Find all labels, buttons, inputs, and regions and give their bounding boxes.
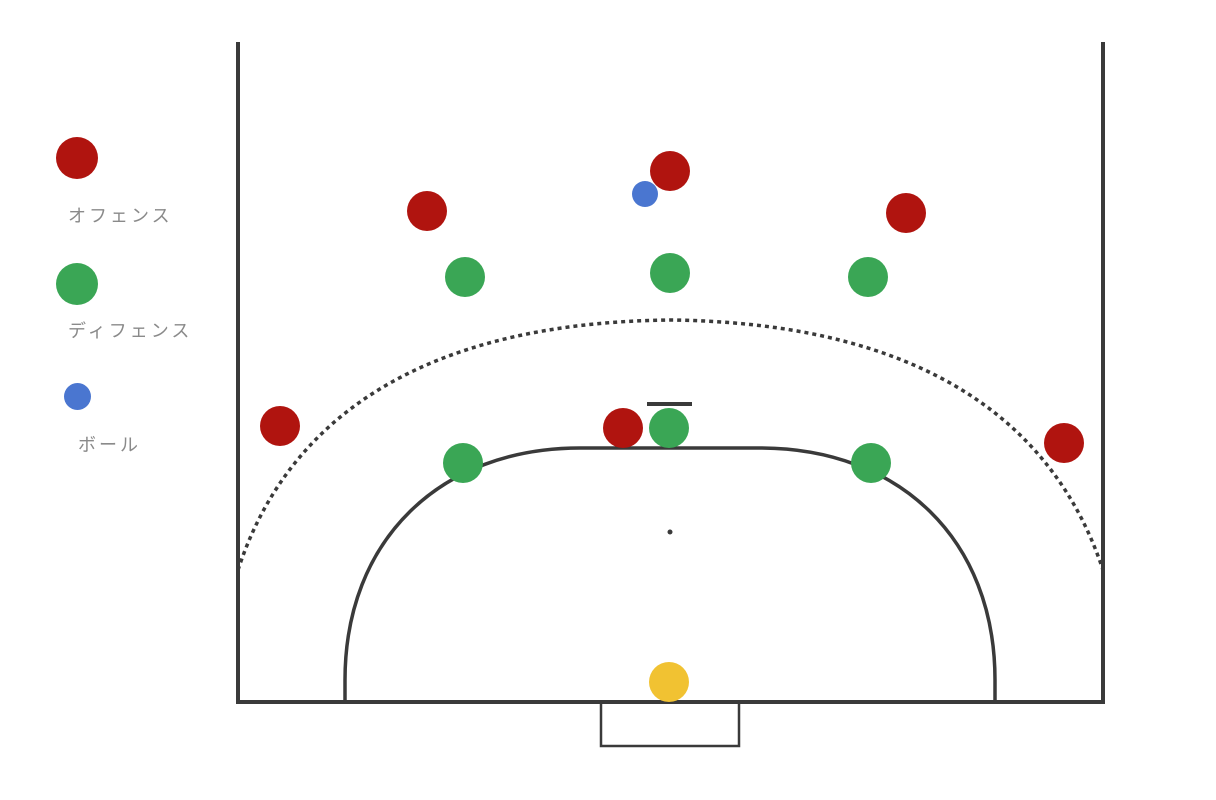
defense-player [851,443,891,483]
goal [599,700,741,748]
defense-player [650,253,690,293]
offense-player [1044,423,1084,463]
legend-defense-label: ディフェンス [68,321,193,342]
legend-offense-icon [56,137,98,179]
offense-player [260,406,300,446]
goalkeeper-player [649,662,689,702]
legend-ball-label: ボール [78,435,141,456]
defense-player [443,443,483,483]
offense-player [407,191,447,231]
goal-area-line [343,446,997,700]
offense-player [650,151,690,191]
ball-icon [632,181,658,207]
legend-ball-icon [64,383,91,410]
defense-player [445,257,485,297]
legend-defense-icon [56,263,98,305]
offense-player [886,193,926,233]
offense-player [603,408,643,448]
defense-player [848,257,888,297]
center-mark [667,529,673,535]
legend-offense-label: オフェンス [68,206,173,227]
defense-player [649,408,689,448]
free-throw-line [236,318,1105,571]
